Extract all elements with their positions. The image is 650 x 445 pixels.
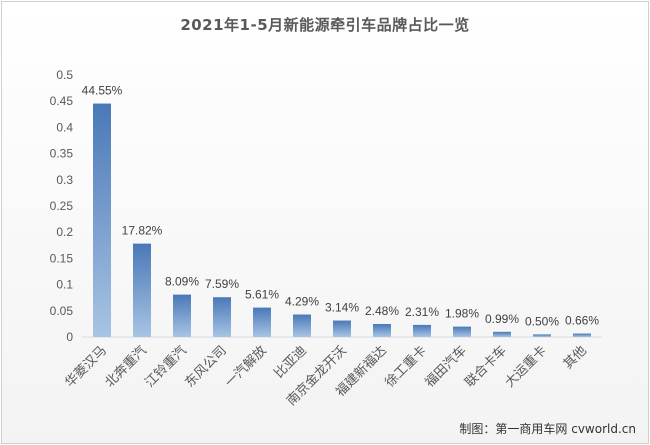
y-tick-label: 0.1 (56, 278, 73, 292)
bar (493, 331, 511, 337)
data-label: 44.55% (82, 84, 123, 98)
x-tick-label: 大运重卡 (502, 343, 550, 391)
x-tick-label: 一汽解放 (222, 343, 269, 390)
source-credit: 制图：第一商用车网 cvworld.cn (459, 422, 636, 436)
data-label: 0.99% (485, 312, 519, 326)
data-label: 2.48% (365, 304, 399, 318)
y-tick-label: 0.2 (56, 225, 73, 239)
y-tick-label: 0.15 (50, 251, 74, 265)
data-label: 0.50% (525, 314, 559, 328)
x-tick-label: 比亚迪 (272, 343, 310, 381)
data-label: 2.31% (405, 305, 439, 319)
bar-layer (93, 103, 591, 337)
bar (213, 297, 231, 337)
bar (133, 243, 151, 337)
data-label: 4.29% (285, 295, 319, 309)
bar (533, 334, 551, 337)
y-tick-label: 0.3 (56, 173, 73, 187)
data-label: 8.09% (165, 275, 199, 289)
y-tick-label: 0.35 (50, 147, 74, 161)
x-tick-label: 华菱汉马 (62, 343, 109, 390)
data-label: 0.66% (565, 314, 599, 328)
y-tick-label: 0.05 (50, 304, 74, 318)
y-tick-label: 0 (66, 330, 73, 344)
chart-title: 2021年1-5月新能源牵引车品牌占比一览 (180, 16, 470, 34)
x-tick-label: 福田汽车 (422, 343, 470, 391)
data-label: 5.61% (245, 288, 279, 302)
bar (413, 324, 431, 337)
x-tick-label: 东风公司 (182, 343, 229, 390)
x-tick-label: 其他 (561, 343, 590, 372)
x-tick-label: 江铃重汽 (142, 343, 190, 391)
bar (453, 326, 471, 337)
data-label: 1.98% (445, 307, 479, 321)
bar (333, 320, 351, 337)
data-label: 17.82% (122, 224, 163, 238)
data-label: 7.59% (205, 277, 239, 291)
data-label: 3.14% (325, 301, 359, 315)
bar (173, 294, 191, 337)
bar (293, 314, 311, 337)
bar (573, 333, 591, 337)
y-tick-label: 0.45 (50, 94, 74, 108)
y-tick-label: 0.5 (56, 68, 73, 82)
y-tick-label: 0.25 (50, 199, 74, 213)
x-tick-label: 联合卡车 (462, 343, 510, 391)
bar (93, 103, 111, 337)
x-tick-label: 北奔重汽 (102, 343, 150, 391)
bar (373, 324, 391, 337)
bar (253, 307, 271, 337)
y-tick-label: 0.4 (56, 120, 73, 134)
x-tick-label: 徐工重卡 (382, 343, 430, 391)
